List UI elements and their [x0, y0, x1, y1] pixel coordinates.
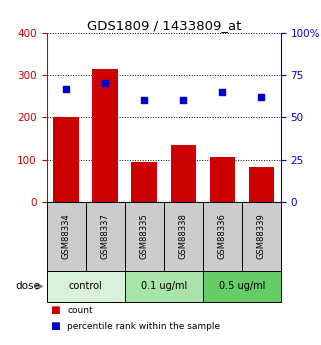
Bar	[125, 271, 203, 302]
Point	[142, 98, 147, 103]
Text: GSM88337: GSM88337	[100, 214, 110, 259]
Bar	[47, 202, 86, 271]
Bar	[203, 202, 242, 271]
Bar	[53, 117, 79, 202]
Text: percentile rank within the sample: percentile rank within the sample	[67, 322, 221, 331]
Point	[259, 94, 264, 100]
Text: ■: ■	[50, 306, 59, 315]
Bar	[86, 202, 125, 271]
Text: GSM88334: GSM88334	[62, 214, 71, 259]
Bar	[47, 271, 125, 302]
Bar	[125, 202, 164, 271]
Text: GSM88335: GSM88335	[140, 214, 149, 259]
Text: ■: ■	[50, 321, 59, 331]
Text: control: control	[69, 282, 102, 291]
Point	[64, 86, 69, 91]
Bar	[249, 167, 274, 202]
Bar	[210, 157, 235, 202]
Text: 0.5 ug/ml: 0.5 ug/ml	[219, 282, 265, 291]
Bar	[92, 69, 118, 202]
Text: GSM88338: GSM88338	[179, 214, 188, 259]
Bar	[242, 202, 281, 271]
Bar	[164, 202, 203, 271]
Bar	[132, 162, 157, 202]
Text: 0.1 ug/ml: 0.1 ug/ml	[141, 282, 187, 291]
Text: GSM88339: GSM88339	[257, 214, 266, 259]
Point	[181, 98, 186, 103]
Bar	[203, 271, 281, 302]
Text: count: count	[67, 306, 93, 315]
Point	[220, 89, 225, 95]
Text: dose: dose	[15, 282, 40, 291]
Bar	[170, 145, 196, 202]
Text: GSM88336: GSM88336	[218, 214, 227, 259]
Title: GDS1809 / 1433809_at: GDS1809 / 1433809_at	[87, 19, 241, 32]
Point	[102, 81, 108, 86]
